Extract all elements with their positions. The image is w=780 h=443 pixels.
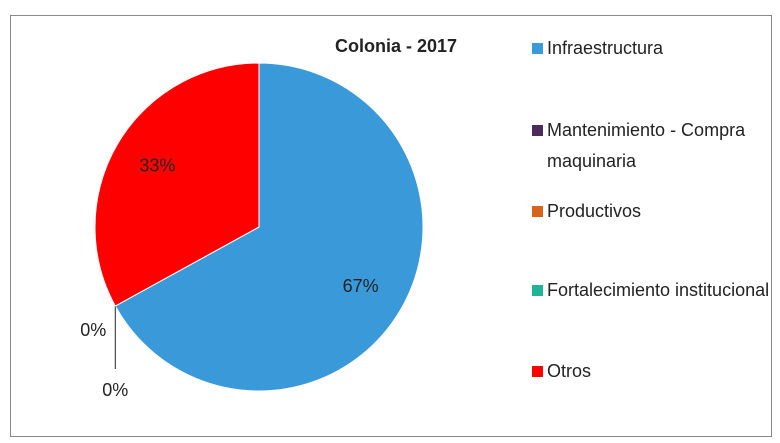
data-label: 67% — [343, 276, 379, 296]
legend-swatch — [532, 366, 543, 377]
legend-item: Mantenimiento - Compra maquinaria — [530, 115, 775, 177]
data-label: 0% — [102, 380, 128, 400]
legend-label: Mantenimiento - Compra maquinaria — [547, 120, 746, 171]
pie-slice — [94, 62, 260, 307]
legend-swatch — [532, 43, 543, 54]
legend-swatch — [532, 206, 543, 217]
legend-swatch — [532, 285, 543, 296]
chart-title: Colonia - 2017 — [335, 36, 457, 56]
data-label: 0% — [80, 320, 106, 340]
legend-label: Productivos — [547, 201, 642, 221]
legend-item: Otros — [530, 356, 775, 387]
legend-label: Infraestructura — [547, 38, 664, 58]
legend-item: Infraestructura — [530, 33, 775, 64]
legend-item: Fortalecimiento institucional — [530, 275, 775, 306]
legend-label: Otros — [547, 361, 592, 381]
legend-swatch — [532, 125, 543, 136]
legend-item: Productivos — [530, 196, 775, 227]
data-label: 33% — [139, 156, 175, 176]
legend-label: Fortalecimiento institucional — [547, 280, 770, 300]
pie-slice — [114, 62, 424, 392]
